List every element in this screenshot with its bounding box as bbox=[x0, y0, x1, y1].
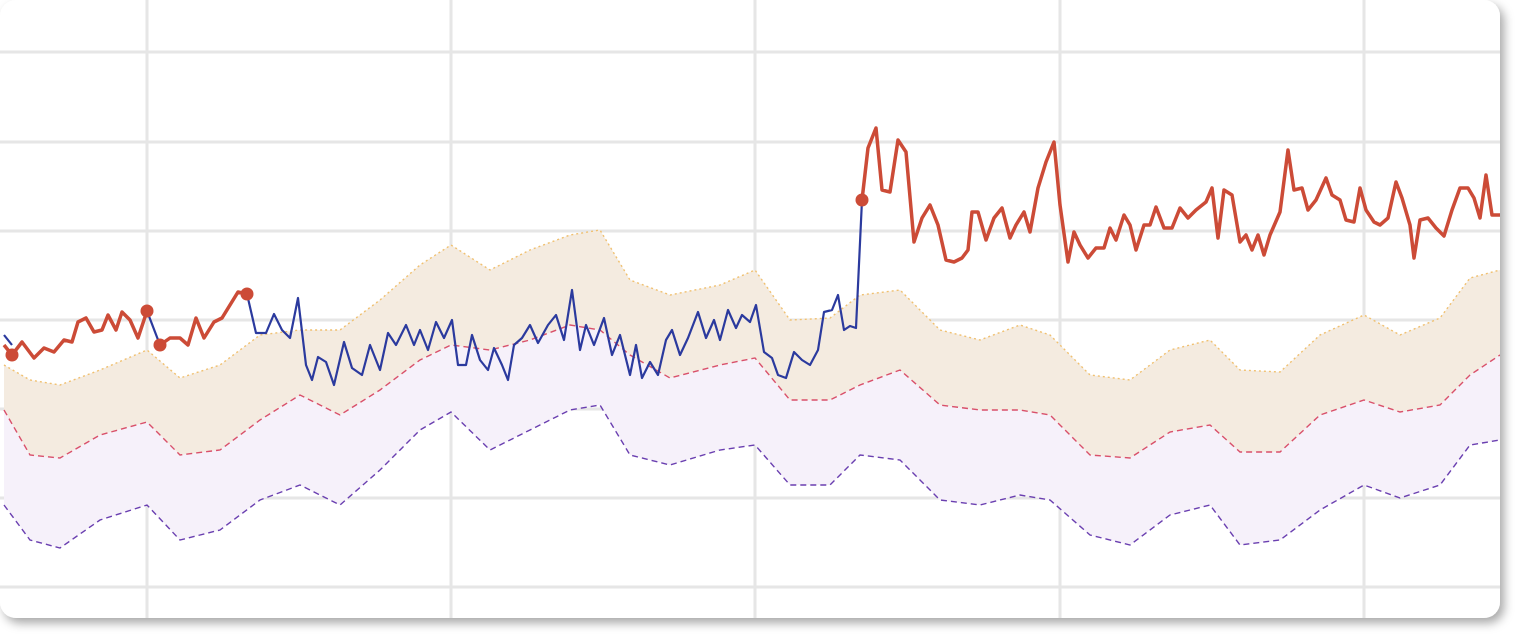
series-line bbox=[2, 126, 1500, 360]
band-upper-fill bbox=[4, 230, 1500, 458]
marker bbox=[855, 193, 869, 207]
marker bbox=[5, 348, 19, 362]
marker bbox=[240, 287, 254, 301]
marker bbox=[140, 304, 154, 318]
band-lower-fill bbox=[4, 325, 1500, 548]
plot-area bbox=[0, 0, 1500, 618]
band-middle-line bbox=[3, 324, 1500, 459]
band-lower-line bbox=[3, 404, 1500, 549]
marker bbox=[153, 338, 167, 352]
